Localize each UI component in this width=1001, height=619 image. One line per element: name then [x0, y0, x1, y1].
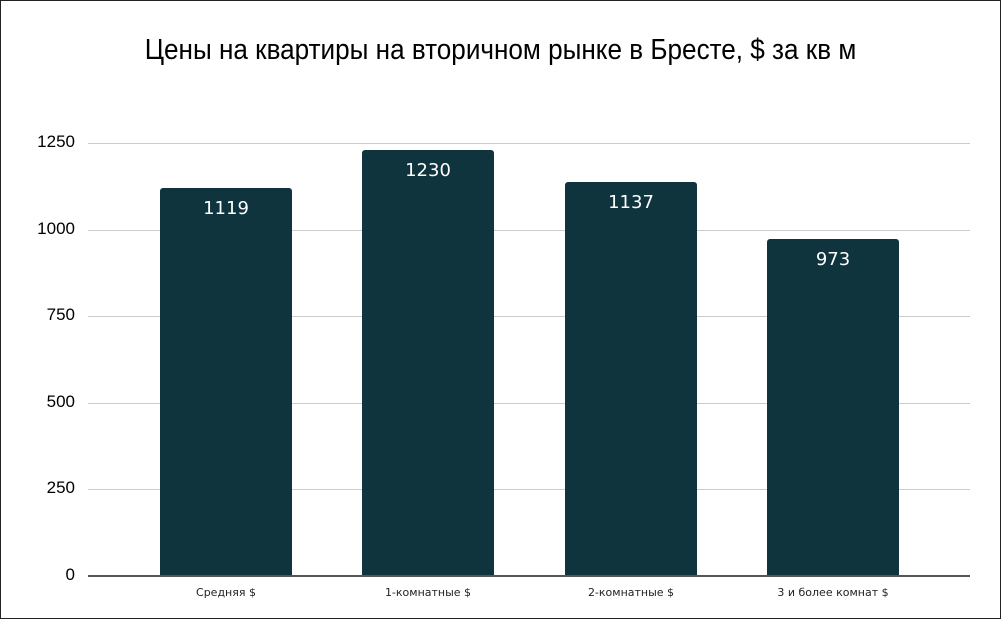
gridline: [88, 229, 970, 231]
y-tick-label: 1000: [37, 218, 75, 238]
bar: 1119: [160, 188, 292, 576]
bar: 1137: [565, 182, 697, 576]
bar-value-label: 1230: [405, 159, 451, 181]
bar: 1230: [362, 149, 494, 576]
gridline: [88, 316, 970, 318]
x-category-label: 1-комнатные $: [384, 586, 472, 599]
gridline: [88, 489, 970, 491]
bar: 973: [767, 238, 899, 576]
bar-value-label: 1119: [203, 198, 249, 220]
chart-title: Цены на квартиры на вторичном рынке в Бр…: [144, 34, 857, 66]
gridline: [88, 143, 970, 144]
y-tick-label: 1250: [37, 132, 75, 151]
x-axis-line: [88, 575, 970, 577]
gridline: [88, 402, 970, 404]
y-tick-label: 750: [46, 305, 75, 325]
x-category-label: Средняя $: [196, 586, 256, 599]
x-category-label: 2-комнатные $: [587, 586, 675, 599]
x-category-label: 3 и более комнат $: [777, 586, 889, 599]
y-tick-label: 0: [65, 565, 75, 584]
y-tick-label: 500: [46, 391, 75, 411]
y-tick-label: 250: [46, 478, 75, 498]
bar-value-label: 973: [815, 248, 851, 270]
bar-value-label: 1137: [608, 192, 654, 214]
